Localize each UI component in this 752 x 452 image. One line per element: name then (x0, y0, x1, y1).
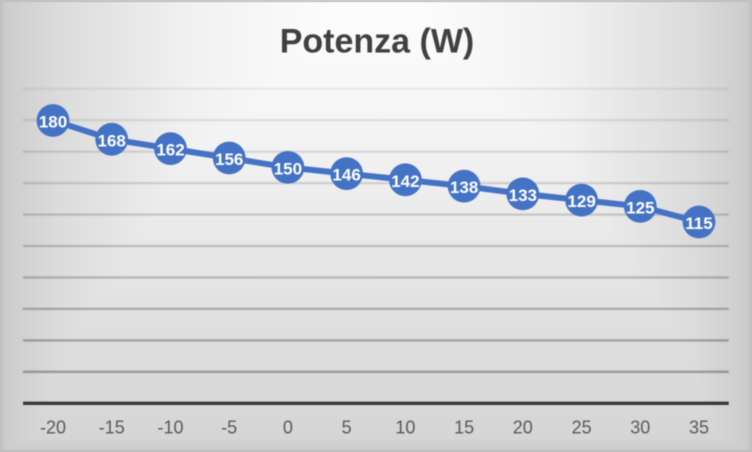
svg-text:-15: -15 (99, 418, 125, 438)
svg-text:30: 30 (630, 418, 650, 438)
svg-text:156: 156 (215, 150, 243, 169)
svg-text:129: 129 (567, 192, 595, 211)
svg-text:168: 168 (98, 131, 126, 150)
svg-text:10: 10 (395, 418, 415, 438)
svg-text:20: 20 (513, 418, 533, 438)
svg-text:-10: -10 (157, 418, 183, 438)
svg-text:125: 125 (626, 198, 654, 217)
svg-text:115: 115 (685, 214, 712, 233)
svg-text:0: 0 (283, 418, 293, 438)
svg-text:15: 15 (454, 418, 474, 438)
svg-text:-5: -5 (221, 418, 237, 438)
svg-text:Potenza (W): Potenza (W) (280, 23, 475, 61)
svg-text:5: 5 (342, 418, 352, 438)
svg-text:142: 142 (391, 172, 419, 191)
svg-text:-20: -20 (40, 418, 66, 438)
svg-text:138: 138 (450, 178, 478, 197)
svg-text:25: 25 (572, 418, 592, 438)
svg-text:35: 35 (689, 418, 709, 438)
svg-text:162: 162 (156, 141, 184, 160)
svg-text:150: 150 (274, 159, 302, 178)
svg-text:146: 146 (332, 166, 360, 185)
svg-text:133: 133 (509, 186, 537, 205)
svg-text:180: 180 (39, 113, 67, 132)
